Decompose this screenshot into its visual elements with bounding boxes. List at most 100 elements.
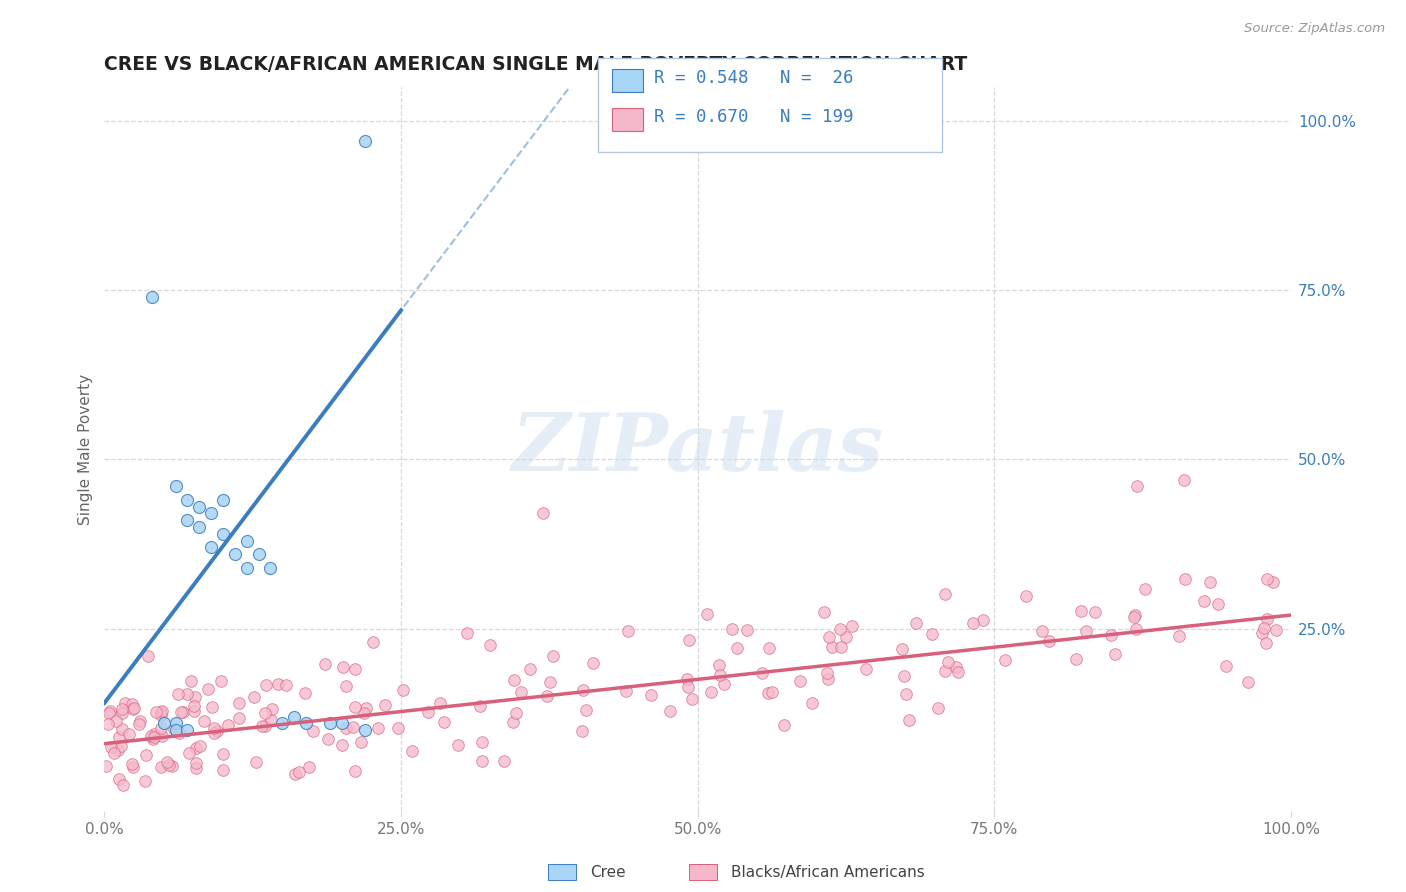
Point [121, 697, 143, 711]
Point [172, 705, 194, 719]
Point [678, 680, 700, 694]
Point [160, 758, 183, 772]
Point [681, 691, 703, 706]
Point [111, 722, 134, 736]
Point [110, 739, 132, 753]
Point [354, 134, 377, 148]
Point [934, 665, 956, 679]
Point [260, 702, 283, 716]
Point [429, 697, 451, 711]
Point [367, 721, 389, 735]
Point [707, 657, 730, 672]
Point [1206, 597, 1229, 611]
Point [363, 634, 385, 648]
Point [176, 513, 198, 527]
Point [243, 690, 266, 705]
Point [301, 723, 323, 738]
Point [332, 660, 354, 674]
Point [1104, 648, 1126, 662]
Point [201, 699, 224, 714]
Point [1099, 628, 1122, 642]
Point [1256, 636, 1278, 650]
Point [142, 730, 165, 744]
Point [224, 547, 246, 561]
Point [789, 673, 811, 688]
Point [934, 587, 956, 601]
Point [186, 756, 208, 770]
Point [817, 630, 839, 644]
Point [247, 547, 270, 561]
Point [141, 290, 163, 304]
Point [735, 623, 758, 637]
Point [572, 682, 595, 697]
Point [108, 772, 131, 787]
Text: R = 0.670   N = 199: R = 0.670 N = 199 [654, 108, 853, 126]
Text: R = 0.548   N =  26: R = 0.548 N = 26 [654, 69, 853, 87]
Point [502, 714, 524, 729]
Point [927, 701, 949, 715]
Point [392, 683, 415, 698]
Point [193, 714, 215, 729]
Point [212, 526, 235, 541]
Point [471, 754, 494, 768]
Point [447, 738, 470, 752]
Point [112, 778, 135, 792]
Point [167, 726, 190, 740]
Point [640, 688, 662, 702]
Text: Blacks/African Americans: Blacks/African Americans [731, 865, 925, 880]
Point [374, 698, 396, 713]
Point [135, 747, 157, 762]
Point [817, 665, 839, 680]
Point [108, 730, 131, 744]
Point [122, 760, 145, 774]
Point [891, 642, 914, 657]
Text: ZIPatlas: ZIPatlas [512, 410, 884, 488]
Point [519, 661, 541, 675]
Point [972, 613, 994, 627]
Point [1125, 479, 1147, 493]
Point [538, 675, 561, 690]
Point [751, 665, 773, 680]
Point [478, 638, 501, 652]
Point [176, 492, 198, 507]
Point [1038, 633, 1060, 648]
Point [1015, 590, 1038, 604]
Point [118, 727, 141, 741]
Point [503, 673, 526, 687]
Point [103, 746, 125, 760]
Point [253, 719, 276, 733]
Point [676, 672, 699, 686]
Point [236, 560, 259, 574]
Point [180, 673, 202, 688]
Text: Cree: Cree [591, 865, 626, 880]
Point [200, 507, 222, 521]
Point [111, 706, 134, 721]
Point [188, 500, 211, 514]
Point [316, 731, 339, 746]
Text: Source: ZipAtlas.com: Source: ZipAtlas.com [1244, 22, 1385, 36]
Point [152, 716, 174, 731]
Point [186, 761, 208, 775]
Point [813, 605, 835, 619]
Point [98, 704, 121, 718]
Point [418, 705, 440, 719]
Point [945, 660, 967, 674]
Point [921, 626, 943, 640]
Point [401, 744, 423, 758]
Point [1084, 605, 1107, 619]
Point [1199, 575, 1222, 590]
Point [205, 723, 228, 738]
Point [1256, 572, 1278, 586]
Point [946, 665, 969, 680]
Point [122, 702, 145, 716]
Point [510, 685, 533, 699]
Point [152, 704, 174, 718]
Point [536, 690, 558, 704]
Point [188, 520, 211, 534]
Point [212, 492, 235, 507]
Point [841, 619, 863, 633]
Point [183, 705, 205, 719]
Point [350, 735, 373, 749]
Point [330, 716, 353, 731]
Point [165, 479, 187, 493]
